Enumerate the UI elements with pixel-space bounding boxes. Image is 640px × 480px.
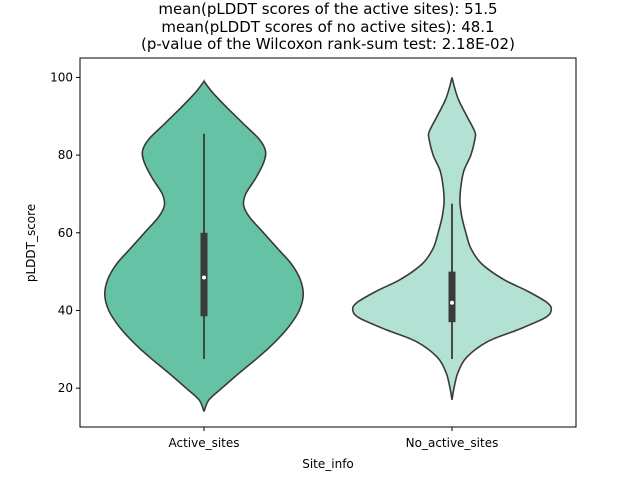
- iqr-box: [448, 271, 456, 323]
- iqr-box: [200, 232, 208, 317]
- y-axis-label: pLDDT_score: [24, 204, 38, 282]
- violins-layer: [103, 77, 553, 412]
- x-axis-label: Site_info: [302, 457, 354, 471]
- y-tick-label: 40: [58, 303, 73, 317]
- plot-frame: [79, 57, 577, 428]
- y-tick-label: 60: [58, 226, 73, 240]
- y-tick-label: 80: [58, 148, 73, 162]
- median-point: [202, 275, 206, 280]
- y-axis: 20 40 60 80 100: [50, 70, 80, 395]
- y-tick-label: 100: [50, 70, 73, 84]
- x-tick-label: Active_sites: [168, 436, 239, 450]
- boxplot-layer: [200, 133, 456, 360]
- title-line-2: mean(pLDDT scores of no active sites): 4…: [161, 18, 494, 36]
- chart-title: mean(pLDDT scores of the active sites): …: [141, 0, 515, 53]
- median-point: [450, 300, 454, 305]
- x-tick-label: No_active_sites: [406, 436, 499, 450]
- y-tick-label: 20: [58, 381, 73, 395]
- x-axis: Active_sites No_active_sites: [168, 427, 498, 450]
- title-line-3: (p-value of the Wilcoxon rank-sum test: …: [141, 35, 515, 53]
- title-line-1: mean(pLDDT scores of the active sites): …: [158, 0, 497, 18]
